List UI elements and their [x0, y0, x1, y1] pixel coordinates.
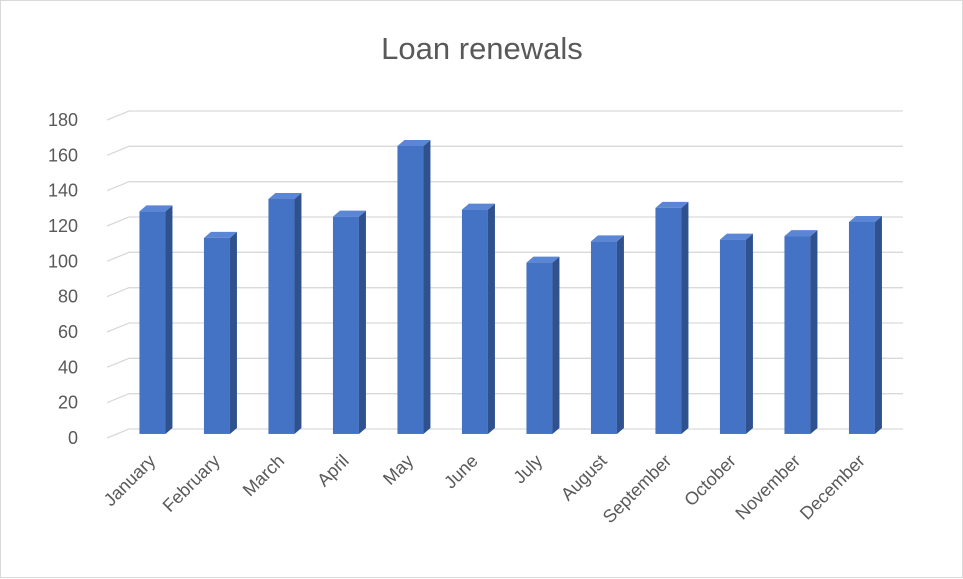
bar-may: [397, 139, 431, 434]
y-tick-label: 140: [48, 181, 78, 201]
bar-front: [848, 221, 875, 434]
bar-side: [165, 205, 173, 434]
x-tick-label: August: [557, 451, 611, 505]
y-tick-label: 160: [48, 145, 78, 165]
gridline-120: [106, 216, 903, 227]
bar-january: [139, 205, 173, 434]
bar-front: [719, 239, 746, 434]
bar-front: [784, 236, 811, 434]
gridline-180: [106, 110, 903, 121]
bar-front: [590, 241, 617, 434]
bar-top: [461, 203, 495, 210]
bar-front: [526, 262, 553, 434]
bar-april: [332, 210, 366, 434]
gridline-60: [106, 322, 903, 333]
bar-side: [423, 139, 431, 434]
bar-top: [332, 210, 366, 217]
x-tick-label: November: [731, 451, 804, 524]
gridline-140: [106, 181, 903, 192]
bar-november: [784, 230, 818, 434]
x-tick-label: December: [796, 451, 869, 524]
y-tick-label: 120: [48, 216, 78, 236]
y-tick-label: 180: [48, 110, 78, 130]
x-tick-label: June: [440, 451, 482, 493]
y-tick-label: 20: [58, 393, 78, 413]
bar-top: [655, 201, 689, 208]
bar-top: [784, 230, 818, 237]
bar-front: [332, 216, 359, 434]
bar-front: [397, 145, 424, 434]
bar-side: [294, 192, 302, 434]
bar-side: [487, 203, 495, 434]
bar-top: [397, 139, 431, 146]
bar-march: [268, 192, 302, 434]
y-tick-label: 80: [58, 287, 78, 307]
x-tick-label: January: [100, 451, 159, 510]
gridline-160: [106, 145, 903, 156]
bar-side: [552, 256, 560, 434]
bar-august: [590, 235, 624, 434]
bar-top: [268, 192, 302, 199]
bar-front: [655, 207, 682, 434]
bar-side: [358, 210, 366, 434]
bar-side: [745, 233, 753, 434]
y-tick-label: 100: [48, 251, 78, 271]
bar-front: [139, 211, 166, 434]
bar-top: [719, 233, 753, 240]
bar-side: [229, 231, 237, 434]
gridline-80: [106, 287, 903, 298]
x-tick-label: May: [379, 451, 417, 489]
bar-side: [681, 201, 689, 434]
y-axis-ticks: 0 20 40 60 80 100 120 140 160 180: [48, 110, 78, 448]
bar-june: [461, 203, 495, 434]
bars: [139, 139, 882, 434]
bar-front: [203, 237, 230, 434]
bar-february: [203, 231, 237, 434]
x-tick-label: July: [509, 451, 546, 488]
bar-front: [461, 209, 488, 434]
bar-september: [655, 201, 689, 434]
bar-top: [203, 231, 237, 238]
gridline-20: [106, 393, 903, 404]
bar-july: [526, 256, 560, 434]
gridline-100: [106, 251, 903, 262]
y-tick-label: 0: [68, 428, 78, 448]
x-tick-label: April: [313, 451, 353, 491]
bar-top: [139, 205, 173, 212]
y-tick-label: 60: [58, 322, 78, 342]
x-tick-label: October: [680, 451, 739, 510]
bar-side: [810, 230, 818, 434]
bar-december: [848, 215, 882, 434]
bar-top: [526, 256, 560, 263]
bar-side: [616, 235, 624, 434]
bar-top: [848, 215, 882, 222]
x-tick-label: March: [239, 451, 289, 501]
chart-title: Loan renewals: [381, 31, 583, 66]
x-tick-label: February: [159, 451, 224, 516]
x-axis-ticks: January February March April May June July Augu…: [100, 451, 869, 527]
bar-front: [268, 198, 295, 434]
bar-october: [719, 233, 753, 434]
gridline-0: [106, 428, 903, 439]
gridlines: [106, 110, 903, 439]
y-tick-label: 40: [58, 357, 78, 377]
bar-side: [874, 215, 882, 434]
x-tick-label: September: [599, 451, 675, 527]
bar-top: [590, 235, 624, 242]
gridline-40: [106, 357, 903, 368]
